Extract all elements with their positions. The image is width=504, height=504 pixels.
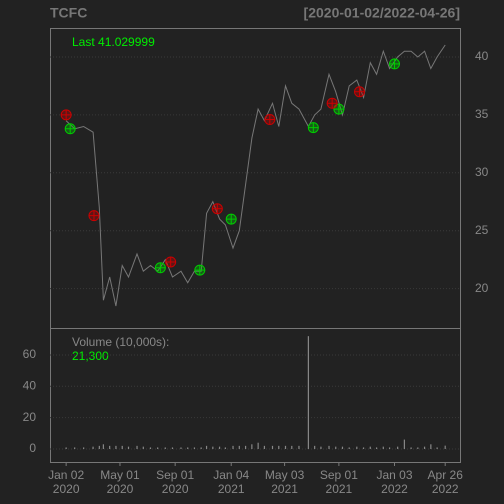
x-tick-label: Jan 03 <box>376 468 412 482</box>
x-tick-year: 2021 <box>271 482 298 496</box>
x-tick-label: Sep 01 <box>320 468 358 482</box>
signal-marker <box>154 262 166 274</box>
x-tick-year: 2020 <box>162 482 189 496</box>
signal-marker <box>264 114 276 126</box>
signal-marker <box>194 264 206 276</box>
y-tick-label: 30 <box>475 165 489 179</box>
volume-label: Volume (10,000s): <box>72 335 169 349</box>
x-tick-year: 2020 <box>53 482 80 496</box>
chart-title: TCFC <box>50 5 87 21</box>
signal-marker <box>326 97 338 109</box>
last-price: Last 41.029999 <box>72 35 155 49</box>
x-tick-year: 2020 <box>107 482 134 496</box>
signal-marker <box>64 123 76 135</box>
signal-marker <box>211 203 223 215</box>
y-tick-label: 40 <box>475 49 489 63</box>
volume-last: 21,300 <box>72 349 109 363</box>
x-tick-year: 2022 <box>432 482 459 496</box>
x-tick-label: Jan 02 <box>48 468 84 482</box>
date-range: [2020-01-02/2022-04-26] <box>304 5 460 21</box>
y-tick-label: 40 <box>23 378 37 392</box>
signal-marker <box>225 213 237 225</box>
x-tick-label: May 03 <box>265 468 305 482</box>
x-tick-year: 2021 <box>218 482 245 496</box>
y-tick-label: 20 <box>23 410 37 424</box>
signal-marker <box>165 256 177 268</box>
signal-marker <box>389 58 401 70</box>
volume-panel <box>50 328 461 463</box>
signal-marker <box>354 86 366 98</box>
price-line <box>65 44 446 307</box>
x-tick-year: 2022 <box>381 482 408 496</box>
y-tick-label: 0 <box>29 441 36 455</box>
y-tick-label: 20 <box>475 281 489 295</box>
x-tick-label: Sep 01 <box>156 468 194 482</box>
signal-marker <box>88 210 100 222</box>
y-tick-label: 60 <box>23 347 37 361</box>
signal-marker <box>60 109 72 121</box>
y-tick-label: 25 <box>475 223 489 237</box>
x-tick-year: 2021 <box>326 482 353 496</box>
y-tick-label: 35 <box>475 107 489 121</box>
x-tick-label: Apr 26 <box>428 468 464 482</box>
x-tick-label: Jan 04 <box>213 468 249 482</box>
signal-marker <box>307 122 319 134</box>
x-tick-label: May 01 <box>100 468 140 482</box>
